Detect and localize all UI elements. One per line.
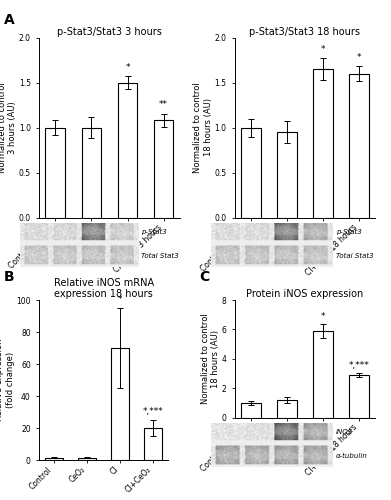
Y-axis label: Relative expression
(fold change): Relative expression (fold change)	[0, 339, 15, 421]
Text: *: *	[118, 295, 122, 304]
Bar	[78, 458, 96, 460]
Bar	[349, 74, 369, 218]
Title: p-Stat3/Stat3 3 hours: p-Stat3/Stat3 3 hours	[57, 26, 162, 36]
Text: p-Stat3: p-Stat3	[141, 228, 167, 235]
Y-axis label: Normalized to control
18 hours (AU): Normalized to control 18 hours (AU)	[194, 82, 213, 173]
Bar	[45, 128, 65, 218]
Bar	[82, 128, 101, 218]
Bar	[349, 375, 369, 418]
Text: *,***: *,***	[349, 361, 369, 370]
Text: *: *	[125, 62, 130, 72]
Bar	[313, 69, 333, 218]
Text: **: **	[159, 100, 168, 110]
Bar	[111, 348, 129, 460]
Bar	[277, 132, 297, 218]
Text: *: *	[321, 312, 325, 320]
Bar	[241, 403, 261, 417]
Bar	[118, 82, 137, 218]
Y-axis label: Normalized to control
3 hours (AU): Normalized to control 3 hours (AU)	[0, 82, 17, 173]
Bar	[313, 331, 333, 418]
Text: *: *	[357, 53, 361, 62]
Bar	[45, 458, 63, 460]
Text: B: B	[4, 270, 14, 284]
Y-axis label: Normalized to control
18 hours (AU): Normalized to control 18 hours (AU)	[201, 314, 220, 404]
Bar	[277, 400, 297, 417]
Title: p-Stat3/Stat3 18 hours: p-Stat3/Stat3 18 hours	[249, 26, 361, 36]
Text: C: C	[199, 270, 210, 284]
Title: Relative iNOS mRNA
expression 18 hours: Relative iNOS mRNA expression 18 hours	[54, 278, 154, 299]
Bar	[241, 128, 261, 218]
Title: Protein iNOS expression: Protein iNOS expression	[246, 289, 364, 299]
Text: A: A	[4, 12, 14, 26]
Text: p-Stat3: p-Stat3	[335, 228, 361, 235]
Bar	[154, 120, 174, 218]
Text: Total Stat3: Total Stat3	[335, 252, 373, 258]
Text: *,***: *,***	[143, 407, 163, 416]
Text: Total Stat3: Total Stat3	[141, 252, 179, 258]
Text: α-tubulin: α-tubulin	[335, 452, 368, 458]
Text: *: *	[321, 44, 325, 54]
Bar	[144, 428, 162, 460]
Text: iNOS: iNOS	[335, 429, 353, 435]
